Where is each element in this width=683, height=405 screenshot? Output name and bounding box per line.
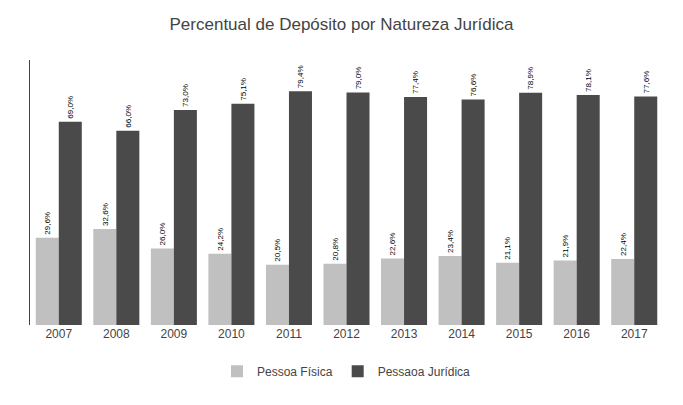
svg-text:Pessaoa Jurídica: Pessaoa Jurídica	[378, 365, 470, 379]
svg-text:2015: 2015	[506, 327, 533, 341]
svg-text:2017: 2017	[621, 327, 648, 341]
svg-text:79,4%: 79,4%	[296, 65, 305, 88]
svg-text:20,5%: 20,5%	[273, 239, 282, 262]
svg-text:2008: 2008	[103, 327, 130, 341]
svg-text:69,0%: 69,0%	[66, 96, 75, 119]
svg-text:24,2%: 24,2%	[216, 228, 225, 251]
svg-text:21,9%: 21,9%	[561, 235, 570, 258]
svg-text:32,6%: 32,6%	[101, 203, 110, 226]
svg-text:2011: 2011	[276, 327, 302, 341]
svg-text:2010: 2010	[218, 327, 245, 341]
svg-text:2016: 2016	[563, 327, 590, 341]
svg-text:21,1%: 21,1%	[503, 237, 512, 260]
svg-text:66,0%: 66,0%	[124, 105, 133, 128]
svg-text:22,4%: 22,4%	[619, 233, 628, 256]
svg-text:29,6%: 29,6%	[43, 212, 52, 235]
svg-text:26,0%: 26,0%	[158, 223, 167, 246]
svg-text:73,0%: 73,0%	[181, 84, 190, 107]
svg-text:23,4%: 23,4%	[446, 230, 455, 253]
svg-text:2012: 2012	[333, 327, 360, 341]
svg-text:77,6%: 77,6%	[642, 71, 651, 94]
svg-text:78,1%: 78,1%	[584, 69, 593, 92]
svg-text:78,9%: 78,9%	[526, 67, 535, 90]
svg-text:77,4%: 77,4%	[411, 71, 420, 94]
svg-text:22,6%: 22,6%	[388, 233, 397, 256]
svg-text:75,1%: 75,1%	[239, 78, 248, 101]
svg-text:Percentual de Depósito por Nat: Percentual de Depósito por Natureza Jurí…	[170, 15, 515, 34]
svg-text:2014: 2014	[448, 327, 475, 341]
svg-text:79,0%: 79,0%	[354, 66, 363, 89]
svg-text:76,6%: 76,6%	[469, 74, 478, 97]
svg-text:2007: 2007	[45, 327, 72, 341]
svg-text:20,8%: 20,8%	[331, 238, 340, 261]
svg-text:Pessoa Física: Pessoa Física	[257, 365, 333, 379]
svg-text:2013: 2013	[391, 327, 418, 341]
svg-text:2009: 2009	[161, 327, 188, 341]
